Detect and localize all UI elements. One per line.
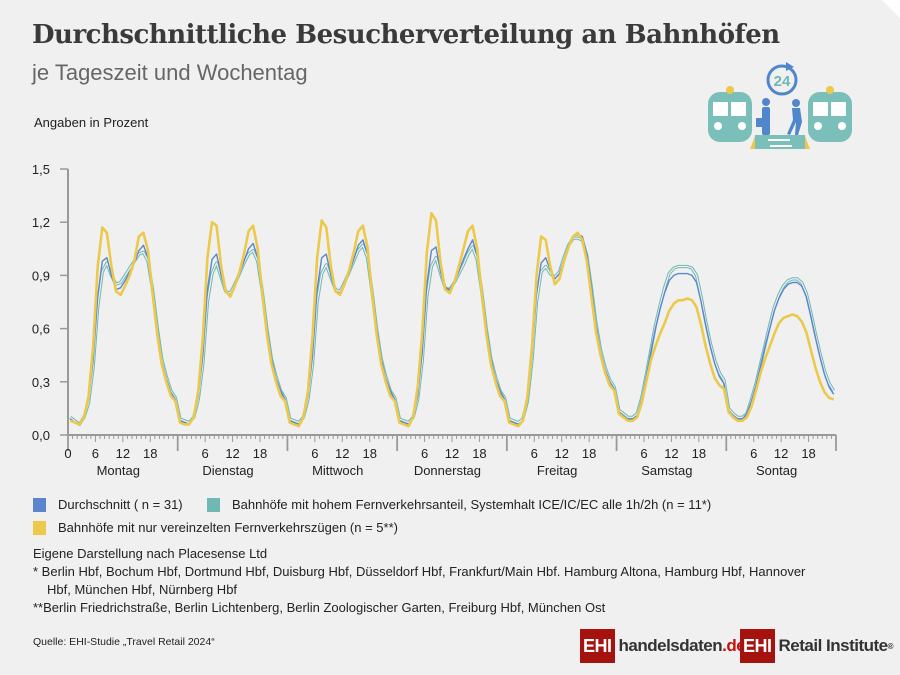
legend-swatch-yellow — [33, 520, 46, 535]
x-tick-label: 18 — [362, 446, 376, 461]
note-source: Eigene Darstellung nach Placesense Ltd — [33, 546, 268, 561]
logo-box: EHI — [740, 629, 775, 663]
y-tick-label: 0,6 — [32, 322, 50, 337]
day-label-mittwoch: Mittwoch — [312, 463, 363, 478]
x-tick-label: 12 — [445, 446, 459, 461]
page-corner — [882, 0, 900, 18]
unit-label: Angaben in Prozent — [34, 115, 149, 130]
x-tick-label: 6 — [750, 446, 757, 461]
registered-mark: ® — [887, 641, 894, 651]
x-tick-label: 18 — [472, 446, 486, 461]
x-tick-label: 6 — [202, 446, 209, 461]
chart-subtitle: je Tageszeit und Wochentag — [32, 60, 308, 85]
note-star1: * Berlin Hbf, Bochum Hbf, Dortmund Hbf, … — [33, 564, 806, 579]
legend-swatch-blue — [33, 497, 46, 512]
legend-item-vereinzelt: Bahnhöfe mit nur vereinzelten Fernverkeh… — [33, 520, 398, 535]
legend-item-hoher-fernverkehr: Bahnhöfe mit hohem Fernverkehrsanteil, S… — [207, 497, 711, 512]
logo-text: Retail Institute — [778, 636, 889, 655]
x-tick-label: 0 — [64, 446, 71, 461]
x-tick-label: 6 — [531, 446, 538, 461]
y-tick-label: 0,9 — [32, 268, 50, 283]
note-star2: **Berlin Friedrichstraße, Berlin Lichten… — [33, 600, 606, 615]
x-tick-label: 12 — [116, 446, 130, 461]
series-line-blue — [69, 233, 835, 426]
y-tick-label: 1,2 — [32, 215, 50, 230]
legend-label: Bahnhöfe mit hohem Fernverkehrsanteil, S… — [232, 497, 712, 512]
note-star1-cont: Hbf, München Hbf, Nürnberg Hbf — [47, 582, 238, 597]
legend-swatch-teal — [207, 497, 220, 512]
clock-24-label: 24 — [774, 73, 791, 90]
series-line-teal-inner — [69, 237, 835, 425]
series-line-yellow — [69, 211, 835, 428]
day-label-samstag: Samstag — [641, 463, 692, 478]
legend-item-durchschnitt: Durchschnitt ( n = 31) — [33, 497, 183, 512]
day-label-sontag: Sontag — [756, 463, 797, 478]
chart-title: Durchschnittliche Besucherverteilung an … — [32, 20, 780, 50]
series-line-teal — [69, 236, 836, 426]
x-tick-label: 18 — [801, 446, 815, 461]
x-tick-label: 18 — [143, 446, 157, 461]
x-tick-label: 12 — [225, 446, 239, 461]
x-tick-label: 12 — [664, 446, 678, 461]
ehi-retail-institute-logo[interactable]: EHI Retail Institute ® — [740, 629, 894, 663]
legend-label: Bahnhöfe mit nur vereinzelten Fernverkeh… — [58, 520, 398, 535]
x-tick-label: 6 — [640, 446, 647, 461]
handelsdaten-logo[interactable]: EHI handelsdaten .de — [580, 629, 746, 663]
x-tick-label: 6 — [311, 446, 318, 461]
logo-tld: .de — [722, 636, 746, 655]
trains-platform-24h-icon: 24 — [708, 62, 852, 149]
x-tick-label: 12 — [554, 446, 568, 461]
legend-label: Durchschnitt ( n = 31) — [58, 497, 183, 512]
day-label-freitag: Freitag — [537, 463, 577, 478]
logo-text: handelsdaten — [618, 636, 723, 655]
y-tick-label: 0,3 — [32, 375, 50, 390]
footnotes: Eigene Darstellung nach Placesense Ltd *… — [33, 545, 863, 617]
source-text: Quelle: EHI-Studie „Travel Retail 2024“ — [33, 636, 215, 648]
y-tick-label: 0,0 — [32, 428, 50, 443]
x-tick-label: 12 — [774, 446, 788, 461]
x-tick-label: 18 — [692, 446, 706, 461]
x-tick-label: 6 — [421, 446, 428, 461]
x-tick-label: 18 — [582, 446, 596, 461]
day-label-donnerstag: Donnerstag — [414, 463, 481, 478]
x-tick-label: 6 — [92, 446, 99, 461]
day-label-montag: Montag — [97, 463, 140, 478]
logo-box: EHI — [580, 629, 615, 663]
x-tick-label: 18 — [253, 446, 267, 461]
y-tick-label: 1,5 — [32, 162, 50, 177]
day-label-dienstag: Dienstag — [202, 463, 253, 478]
x-tick-label: 12 — [335, 446, 349, 461]
